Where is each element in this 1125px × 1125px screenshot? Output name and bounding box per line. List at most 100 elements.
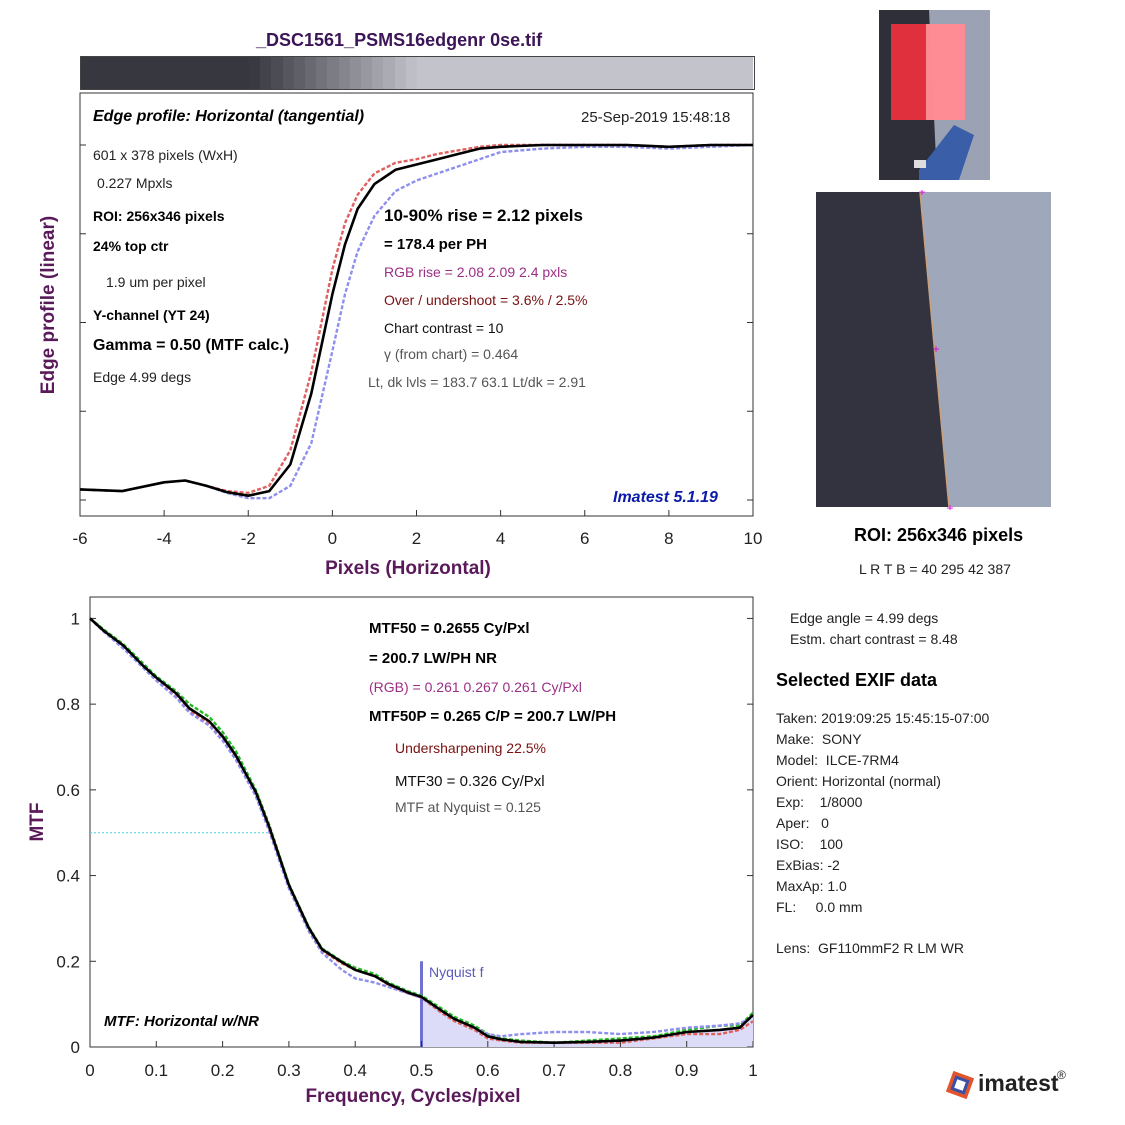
edge-top-ctr: 24% top ctr [93,238,169,254]
figure-title: _DSC1561_PSMS16edgenr 0se.tif [256,30,543,50]
wedge-step [293,57,306,89]
wedge-step [103,57,115,89]
edge-roi: ROI: 256x346 pixels [93,208,225,224]
exif-line: FL: 0.0 mm [776,899,863,915]
mtf-y-tick-label: 0.4 [56,867,80,886]
gamma-chart-value: (from chart) = 0.464 [394,346,519,362]
edge-profile-chart: -6 -4 -2 0 2 4 6 8 10 Pixels (Horizontal) Edge p… [38,92,763,579]
edge-x-tick-label: -2 [241,529,256,548]
edge-rgb-rise: RGB rise = 2.08 2.09 2.4 pxls [384,264,568,280]
mtf-x-tick-label: 0.1 [144,1061,168,1080]
mtf-chart: 0 0.1 0.2 0.3 0.4 0.5 0.6 0.7 0.8 0.9 1 0 0.2 0.4 0.6… [27,596,758,1107]
wedge-step [428,57,440,89]
zoom-edge-line [919,191,950,508]
mtf-x-tick-label: 0 [85,1061,94,1080]
wedge-step [585,57,597,89]
mtf-y-tick-label: 0 [71,1038,80,1057]
wedge-step [372,57,384,89]
wedge-step [517,57,530,89]
edge-x-tick-label: 8 [664,529,673,548]
wedge-step [81,57,93,89]
wedge-step [461,57,474,89]
exif-line: Orient: Horizontal (normal) [776,773,941,789]
mtf-y-ticks: 0 0.2 0.4 0.6 0.8 1 [56,609,753,1057]
mtf-nyquist-value: MTF at Nyquist = 0.125 [395,799,541,815]
wedge-step [383,57,395,89]
gamma-symbol: γ [384,346,391,362]
wedge-step [540,57,552,89]
wedge-step [719,57,731,89]
wedge-step [170,57,182,89]
edge-panel-title: Edge profile: Horizontal (tangential) [93,108,365,125]
exif-title: Selected EXIF data [776,670,938,690]
mtf-x-ticks: 0 0.1 0.2 0.3 0.4 0.5 0.6 0.7 0.8 0.9 1 [85,1041,758,1080]
mtf-series [89,617,754,1045]
exif-line: Taken: 2019:09:25 15:45:15-07:00 [776,710,990,726]
edge-size-text: 601 x 378 pixels (WxH) [93,147,238,163]
mtf50: MTF50 = 0.2655 Cy/Pxl [369,620,530,637]
undersharpening: Undersharpening 22.5% [395,740,546,756]
edge-mpxls: 0.227 Mpxls [97,175,173,191]
mtf-x-tick-label: 0.6 [476,1061,500,1080]
exif-line: ISO: 100 [776,836,843,852]
thumbnail-blue-patch [919,125,974,180]
wedge-step [159,57,171,89]
exif-lines: Taken: 2019:09:25 15:45:15-07:00 Make: SO… [776,708,989,918]
wedge-step [641,57,653,89]
edge-x-axis-label: Pixels (Horizontal) [325,558,491,579]
exif-line: MaxAp: 1.0 [776,878,847,894]
wedge-step [148,57,160,89]
wedge-step [338,57,350,89]
imatest-logo-registered: ® [1057,1068,1066,1082]
thumbnail-white-mark [914,160,926,168]
mtf-y-tick-label: 1 [71,609,80,628]
nyquist-fill-area [421,996,753,1047]
mtf-x-tick-label: 0.3 [277,1061,301,1080]
edge-levels: Lt, dk lvls = 183.7 63.1 Lt/dk = 2.91 [368,374,586,390]
zoom-marker-bottom: + [946,501,953,510]
exif-line: Aper: 0 [776,815,829,831]
exif-line: Exp: 1/8000 [776,794,863,810]
roi-lrtb: L R T B = 40 295 42 387 [859,561,1011,577]
wedge-step [226,57,238,89]
edge-x-tick-label: 10 [744,529,763,548]
edge-x-tick-label: 0 [328,529,337,548]
edge-x-tick-label: 6 [580,529,589,548]
edge-x-tick-label: -6 [72,529,87,548]
exif-line: ExBias: -2 [776,857,840,873]
imatest-version: Imatest 5.1.19 [613,489,718,506]
mtf-y-tick-label: 0.6 [56,781,80,800]
imatest-logo-icon [945,1070,975,1100]
wedge-step [618,57,630,89]
wedge-step [685,57,698,89]
mtf-subtitle: MTF: Horizontal w/NR [104,1013,259,1030]
edge-um-per-pixel: 1.9 um per pixel [106,274,206,290]
thumbnail-roi-light [926,24,965,120]
wedge-step [573,57,586,89]
wedge-step [181,57,194,89]
exif-line: Make: SONY [776,731,862,747]
nyquist-fill [90,832,753,1047]
gray-step-wedge [80,56,755,90]
edge-chart-contrast: Chart contrast = 10 [384,320,504,336]
roi-edge-angle: Edge angle = 4.99 degs [790,610,939,626]
wedge-step [237,57,250,89]
wedge-step [674,57,686,89]
wedge-step [529,57,541,89]
edge-per-ph: = 178.4 per PH [384,236,487,253]
edge-channel: Y-channel (YT 24) [93,307,210,323]
imatest-logo: imatest ® [945,1068,1070,1102]
wedge-step [204,57,216,89]
wedge-step [484,57,496,89]
mtf-x-tick-label: 0.7 [542,1061,566,1080]
mtf-series-blue [89,617,754,1038]
mtf-y-axis-label: MTF [27,802,48,841]
wedge-step [282,57,294,89]
edge-gamma: Gamma = 0.50 (MTF calc.) [93,337,290,354]
zoom-dark-region [816,192,949,507]
zoom-marker-mid: + [932,342,939,356]
roi-thumbnail [879,10,990,180]
wedge-step [506,57,518,89]
wedge-step [652,57,664,89]
wedge-step [316,57,328,89]
